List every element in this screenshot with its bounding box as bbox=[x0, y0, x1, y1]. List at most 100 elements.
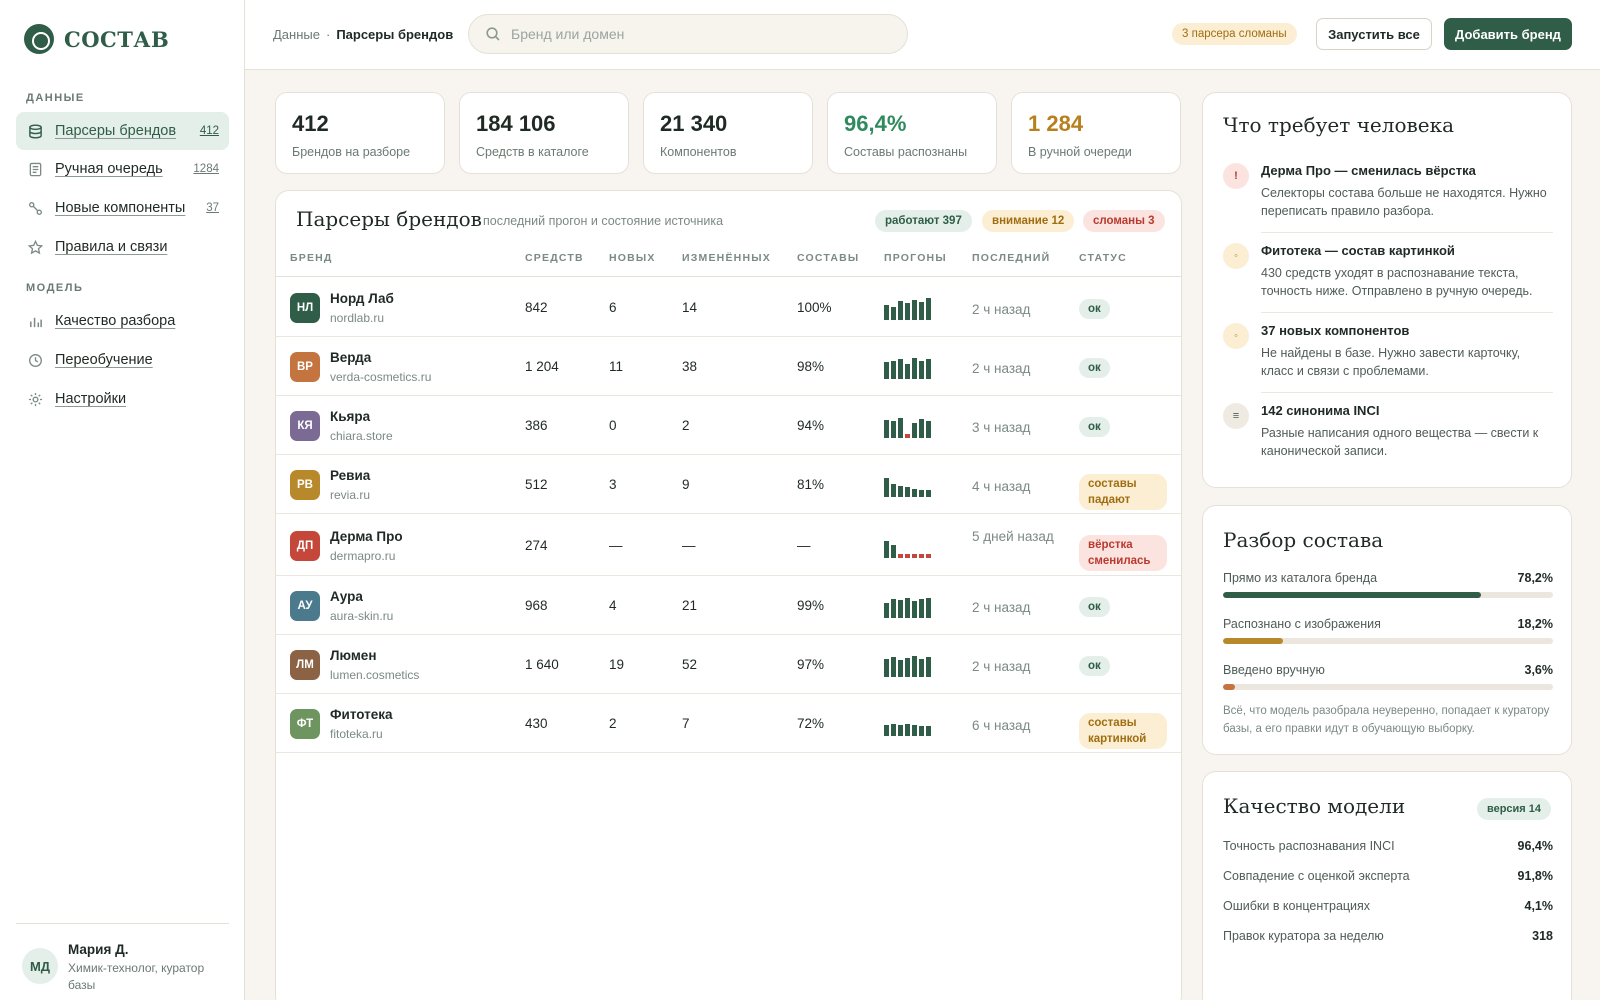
run-bar bbox=[891, 724, 896, 736]
run-bar bbox=[926, 554, 931, 558]
search-box[interactable] bbox=[468, 14, 908, 54]
user-card[interactable]: МД Мария Д. Химик-технолог, куратор базы bbox=[16, 923, 229, 994]
sidebar: СОСТАВ ДАННЫЕ Парсеры брендов 412 Ручная… bbox=[0, 0, 245, 1000]
run-bar bbox=[912, 656, 917, 677]
task-description: 430 средств уходят в распознавание текст… bbox=[1261, 266, 1533, 298]
parsed-cell: 81% bbox=[797, 477, 825, 492]
add-brand-button[interactable]: Добавить бренд bbox=[1444, 18, 1572, 50]
column-header-new[interactable]: НОВЫХ bbox=[609, 252, 656, 264]
run-bar bbox=[912, 489, 917, 497]
new-cell: — bbox=[609, 538, 623, 553]
table-row[interactable]: КЯ Кьяра chiara.store 386 0 2 94% 3 ч назад ок bbox=[276, 396, 1181, 455]
last-run-cell: 2 ч назад bbox=[972, 361, 1031, 376]
stat-value: 412 bbox=[292, 111, 329, 136]
nav-section-data: ДАННЫЕ bbox=[26, 92, 85, 104]
metric-value: 4,1% bbox=[1524, 899, 1554, 913]
parsed-cell: 94% bbox=[797, 418, 825, 433]
run-bar bbox=[912, 423, 917, 438]
sidebar-item-rules[interactable]: Правила и связи bbox=[16, 228, 229, 266]
sidebar-item-count: 412 bbox=[199, 125, 219, 137]
runs-sparkline bbox=[884, 298, 931, 320]
filter-attention-pill[interactable]: внимание 12 bbox=[982, 210, 1075, 232]
sidebar-item-brand-parsers[interactable]: Парсеры брендов 412 bbox=[16, 112, 229, 150]
column-header-runs[interactable]: ПРОГОНЫ bbox=[884, 252, 947, 264]
breakdown-panel: Разбор состава Прямо из каталога бренда … bbox=[1202, 505, 1572, 755]
brand-name[interactable]: Дерма Про bbox=[330, 529, 403, 544]
parsers-subtitle: последний прогон и состояние источника bbox=[483, 214, 724, 228]
breadcrumb: Данные · Парсеры брендов bbox=[273, 27, 453, 42]
table-row[interactable]: ДП Дерма Про dermapro.ru 274 — — — 5 дней назад… bbox=[276, 514, 1181, 576]
search-icon bbox=[486, 27, 500, 41]
sidebar-item-label: Правила и связи bbox=[55, 239, 168, 255]
parsed-cell: 100% bbox=[797, 300, 832, 315]
table-row[interactable]: ВР Верда verda-cosmetics.ru 1 204 11 38 98% 2 ч… bbox=[276, 337, 1181, 396]
run-bar bbox=[898, 359, 903, 379]
column-header-parsed[interactable]: СОСТАВЫ bbox=[797, 252, 860, 264]
progress-fill bbox=[1223, 638, 1284, 644]
app-logo[interactable]: СОСТАВ bbox=[24, 24, 169, 54]
topbar: Данные · Парсеры брендов 3 парсера сломаны… bbox=[245, 0, 1600, 70]
run-bar bbox=[898, 486, 903, 497]
molecule-icon bbox=[28, 201, 43, 216]
broken-parsers-badge[interactable]: 3 парсера сломаны bbox=[1172, 23, 1297, 45]
parsers-table-card: Парсеры брендов последний прогон и состо… bbox=[275, 190, 1182, 1000]
stat-value: 21 340 bbox=[660, 111, 728, 136]
run-bar bbox=[891, 657, 896, 677]
table-row[interactable]: АУ Аура aura-skin.ru 968 4 21 99% 2 ч назад ок bbox=[276, 576, 1181, 635]
sidebar-item-settings[interactable]: Настройки bbox=[16, 380, 229, 418]
column-header-changed[interactable]: ИЗМЕНЁННЫХ bbox=[682, 252, 771, 264]
run-bar bbox=[919, 419, 924, 438]
column-header-brand[interactable]: БРЕНД bbox=[290, 252, 333, 264]
brand-name[interactable]: Люмен bbox=[330, 648, 377, 663]
table-row[interactable]: НЛ Норд Лаб nordlab.ru 842 6 14 100% 2 ч назад о… bbox=[276, 278, 1181, 337]
brand-name[interactable]: Аура bbox=[330, 589, 363, 604]
sidebar-item-new-components[interactable]: Новые компоненты 37 bbox=[16, 189, 229, 227]
column-header-last[interactable]: ПОСЛЕДНИЙ bbox=[972, 252, 1051, 264]
runs-sparkline bbox=[884, 418, 931, 438]
products-cell: 842 bbox=[525, 300, 548, 315]
star-icon bbox=[28, 239, 43, 255]
sidebar-item-retraining[interactable]: Переобучение bbox=[16, 341, 229, 379]
run-bar bbox=[891, 361, 896, 379]
brand-name[interactable]: Ревиа bbox=[330, 468, 371, 483]
changed-cell: 21 bbox=[682, 598, 698, 613]
breakdown-label: Распознано с изображения bbox=[1223, 617, 1381, 631]
parsed-cell: 97% bbox=[797, 657, 825, 672]
table-row[interactable]: ЛМ Люмен lumen.cosmetics 1 640 19 52 97% 2 ч на… bbox=[276, 635, 1181, 694]
table-row[interactable]: ФТ Фитотека fitoteka.ru 430 2 7 72% 6 ч назад со… bbox=[276, 694, 1181, 753]
run-all-button[interactable]: Запустить все bbox=[1316, 18, 1432, 50]
stat-label: В ручной очереди bbox=[1028, 145, 1132, 159]
stat-card-manual-queue: 1 284 В ручной очереди bbox=[1011, 92, 1181, 174]
stat-card-brands: 412 Брендов на разборе bbox=[275, 92, 445, 174]
sidebar-item-label: Настройки bbox=[55, 391, 127, 407]
logo-text: СОСТАВ bbox=[64, 26, 170, 52]
status-badge: ок bbox=[1079, 358, 1110, 378]
brand-name[interactable]: Верда bbox=[330, 350, 372, 365]
brand-name[interactable]: Норд Лаб bbox=[330, 291, 394, 306]
alert-icon: ! bbox=[1223, 163, 1249, 189]
metric-label: Правок куратора за неделю bbox=[1223, 929, 1384, 943]
filter-broken-pill[interactable]: сломаны 3 bbox=[1083, 210, 1165, 232]
sidebar-item-count: 37 bbox=[206, 202, 219, 214]
table-row[interactable]: РВ Ревиа revia.ru 512 3 9 81% 4 ч назад составы … bbox=[276, 455, 1181, 514]
filter-working-pill[interactable]: работают 397 bbox=[875, 210, 972, 232]
run-bar bbox=[905, 434, 910, 438]
brand-name[interactable]: Кьяра bbox=[330, 409, 371, 424]
column-header-status[interactable]: СТАТУС bbox=[1079, 252, 1127, 264]
breadcrumb-root[interactable]: Данные bbox=[273, 27, 320, 42]
stat-card-components: 21 340 Компонентов bbox=[643, 92, 813, 174]
run-bar bbox=[905, 364, 910, 379]
search-input[interactable] bbox=[511, 26, 891, 42]
sidebar-item-manual-queue[interactable]: Ручная очередь 1284 bbox=[16, 150, 229, 188]
brand-domain: chiara.store bbox=[330, 429, 393, 443]
brand-name[interactable]: Фитотека bbox=[330, 707, 393, 722]
products-cell: 430 bbox=[525, 716, 548, 731]
sidebar-item-label: Парсеры брендов bbox=[55, 123, 177, 139]
run-bar bbox=[891, 484, 896, 497]
run-bar bbox=[898, 554, 903, 558]
column-header-products[interactable]: СРЕДСТВ bbox=[525, 252, 584, 264]
run-bar bbox=[891, 599, 896, 618]
products-cell: 274 bbox=[525, 538, 548, 553]
table-header: БРЕНД СРЕДСТВ НОВЫХ ИЗМЕНЁННЫХ СОСТАВЫ П… bbox=[276, 245, 1181, 277]
sidebar-item-parse-quality[interactable]: Качество разбора bbox=[16, 302, 229, 340]
